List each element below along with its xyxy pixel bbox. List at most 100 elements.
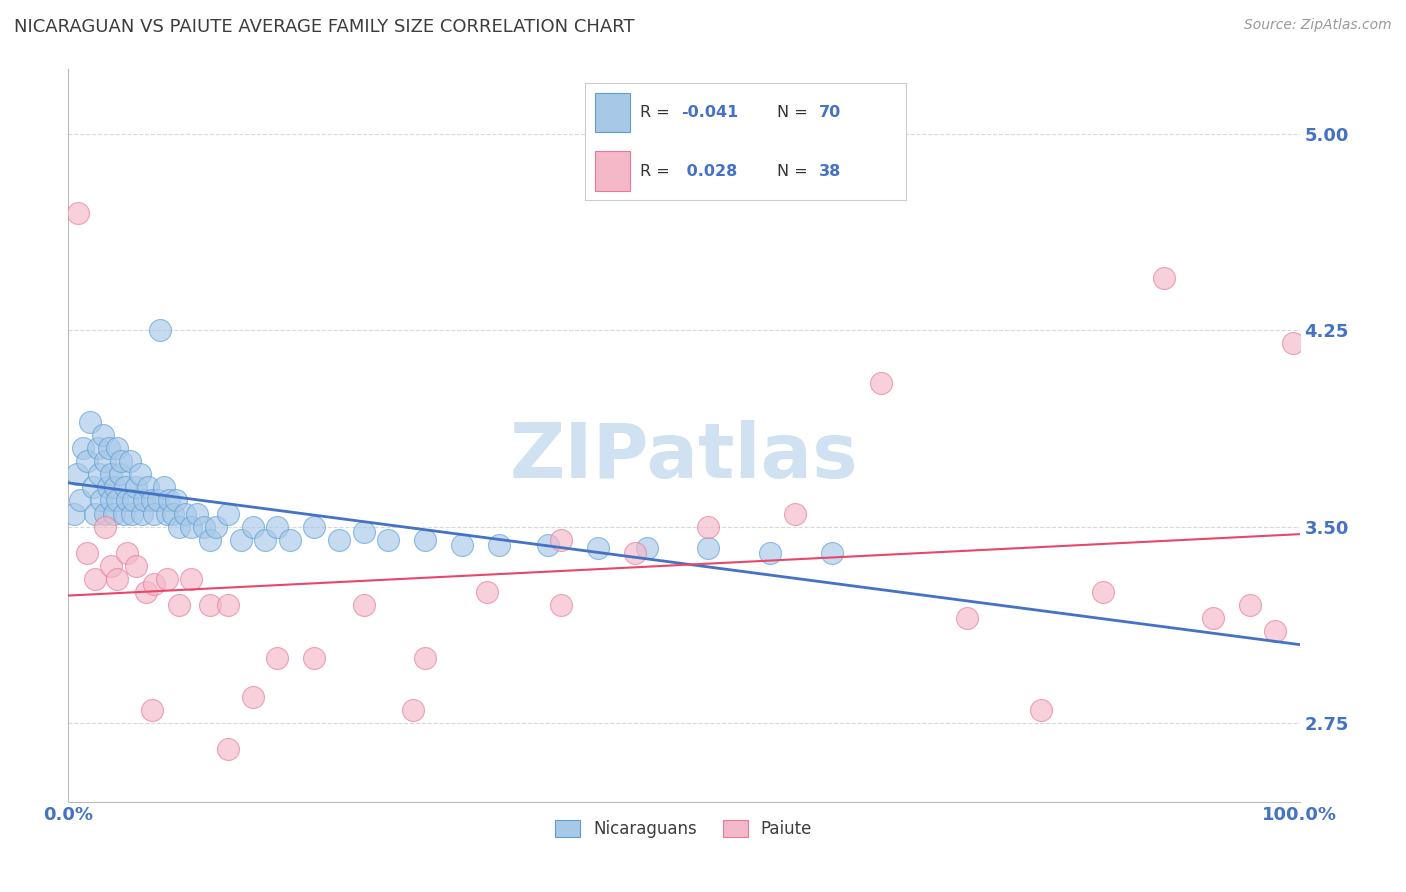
Point — [550, 598, 572, 612]
Point — [413, 650, 436, 665]
Point — [304, 519, 326, 533]
Point — [956, 611, 979, 625]
Point — [122, 493, 145, 508]
Point — [217, 742, 239, 756]
Point — [110, 454, 132, 468]
Text: Source: ZipAtlas.com: Source: ZipAtlas.com — [1244, 18, 1392, 32]
Point — [131, 507, 153, 521]
Point — [112, 507, 135, 521]
Point — [167, 519, 190, 533]
Point — [162, 507, 184, 521]
Point — [97, 441, 120, 455]
Point — [115, 546, 138, 560]
Point — [167, 598, 190, 612]
Point — [413, 533, 436, 547]
Point — [475, 585, 498, 599]
Point — [697, 519, 720, 533]
Point — [100, 493, 122, 508]
Point — [759, 546, 782, 560]
Point — [105, 572, 128, 586]
Point — [1091, 585, 1114, 599]
Point — [100, 558, 122, 573]
Point — [135, 585, 157, 599]
Point — [141, 493, 163, 508]
Point — [242, 690, 264, 704]
Point — [66, 467, 89, 482]
Point — [141, 703, 163, 717]
Point — [266, 650, 288, 665]
Point — [84, 507, 107, 521]
Point — [488, 538, 510, 552]
Point — [128, 467, 150, 482]
Point — [174, 507, 197, 521]
Point — [1202, 611, 1225, 625]
Point — [143, 507, 166, 521]
Point — [180, 519, 202, 533]
Point — [87, 467, 110, 482]
Text: NICARAGUAN VS PAIUTE AVERAGE FAMILY SIZE CORRELATION CHART: NICARAGUAN VS PAIUTE AVERAGE FAMILY SIZE… — [14, 18, 634, 36]
Point — [91, 428, 114, 442]
Point — [94, 454, 117, 468]
Point — [69, 493, 91, 508]
Point — [1153, 271, 1175, 285]
Point — [180, 572, 202, 586]
Point — [76, 454, 98, 468]
Point — [134, 493, 156, 508]
Point — [82, 480, 104, 494]
Point — [266, 519, 288, 533]
Point — [623, 546, 645, 560]
Point — [451, 538, 474, 552]
Point — [136, 480, 159, 494]
Point — [217, 598, 239, 612]
Point — [103, 507, 125, 521]
Point — [193, 519, 215, 533]
Point — [697, 541, 720, 555]
Point — [72, 441, 94, 455]
Point — [377, 533, 399, 547]
Point — [586, 541, 609, 555]
Point — [1239, 598, 1261, 612]
Point — [125, 558, 148, 573]
Point — [146, 493, 169, 508]
Point — [254, 533, 277, 547]
Point — [1282, 336, 1305, 351]
Point — [1029, 703, 1052, 717]
Point — [353, 524, 375, 539]
Point — [76, 546, 98, 560]
Point — [156, 572, 179, 586]
Point — [304, 650, 326, 665]
Point — [105, 493, 128, 508]
Point — [186, 507, 208, 521]
Point — [156, 507, 179, 521]
Point — [149, 323, 172, 337]
Point — [636, 541, 658, 555]
Point — [820, 546, 842, 560]
Point — [84, 572, 107, 586]
Point — [79, 415, 101, 429]
Point — [328, 533, 350, 547]
Point — [66, 205, 89, 219]
Point — [198, 533, 221, 547]
Point — [550, 533, 572, 547]
Point — [94, 507, 117, 521]
Point — [96, 480, 118, 494]
Point — [63, 507, 86, 521]
Point — [104, 480, 127, 494]
Point — [115, 493, 138, 508]
Point — [118, 454, 141, 468]
Point — [198, 598, 221, 612]
Point — [870, 376, 893, 390]
Legend: Nicaraguans, Paiute: Nicaraguans, Paiute — [548, 813, 818, 845]
Point — [1264, 624, 1286, 639]
Point — [94, 519, 117, 533]
Point — [217, 507, 239, 521]
Point — [783, 507, 806, 521]
Point — [353, 598, 375, 612]
Point — [108, 467, 131, 482]
Point — [157, 493, 180, 508]
Point — [100, 467, 122, 482]
Point — [537, 538, 560, 552]
Point — [105, 441, 128, 455]
Point — [166, 493, 188, 508]
Point — [121, 507, 143, 521]
